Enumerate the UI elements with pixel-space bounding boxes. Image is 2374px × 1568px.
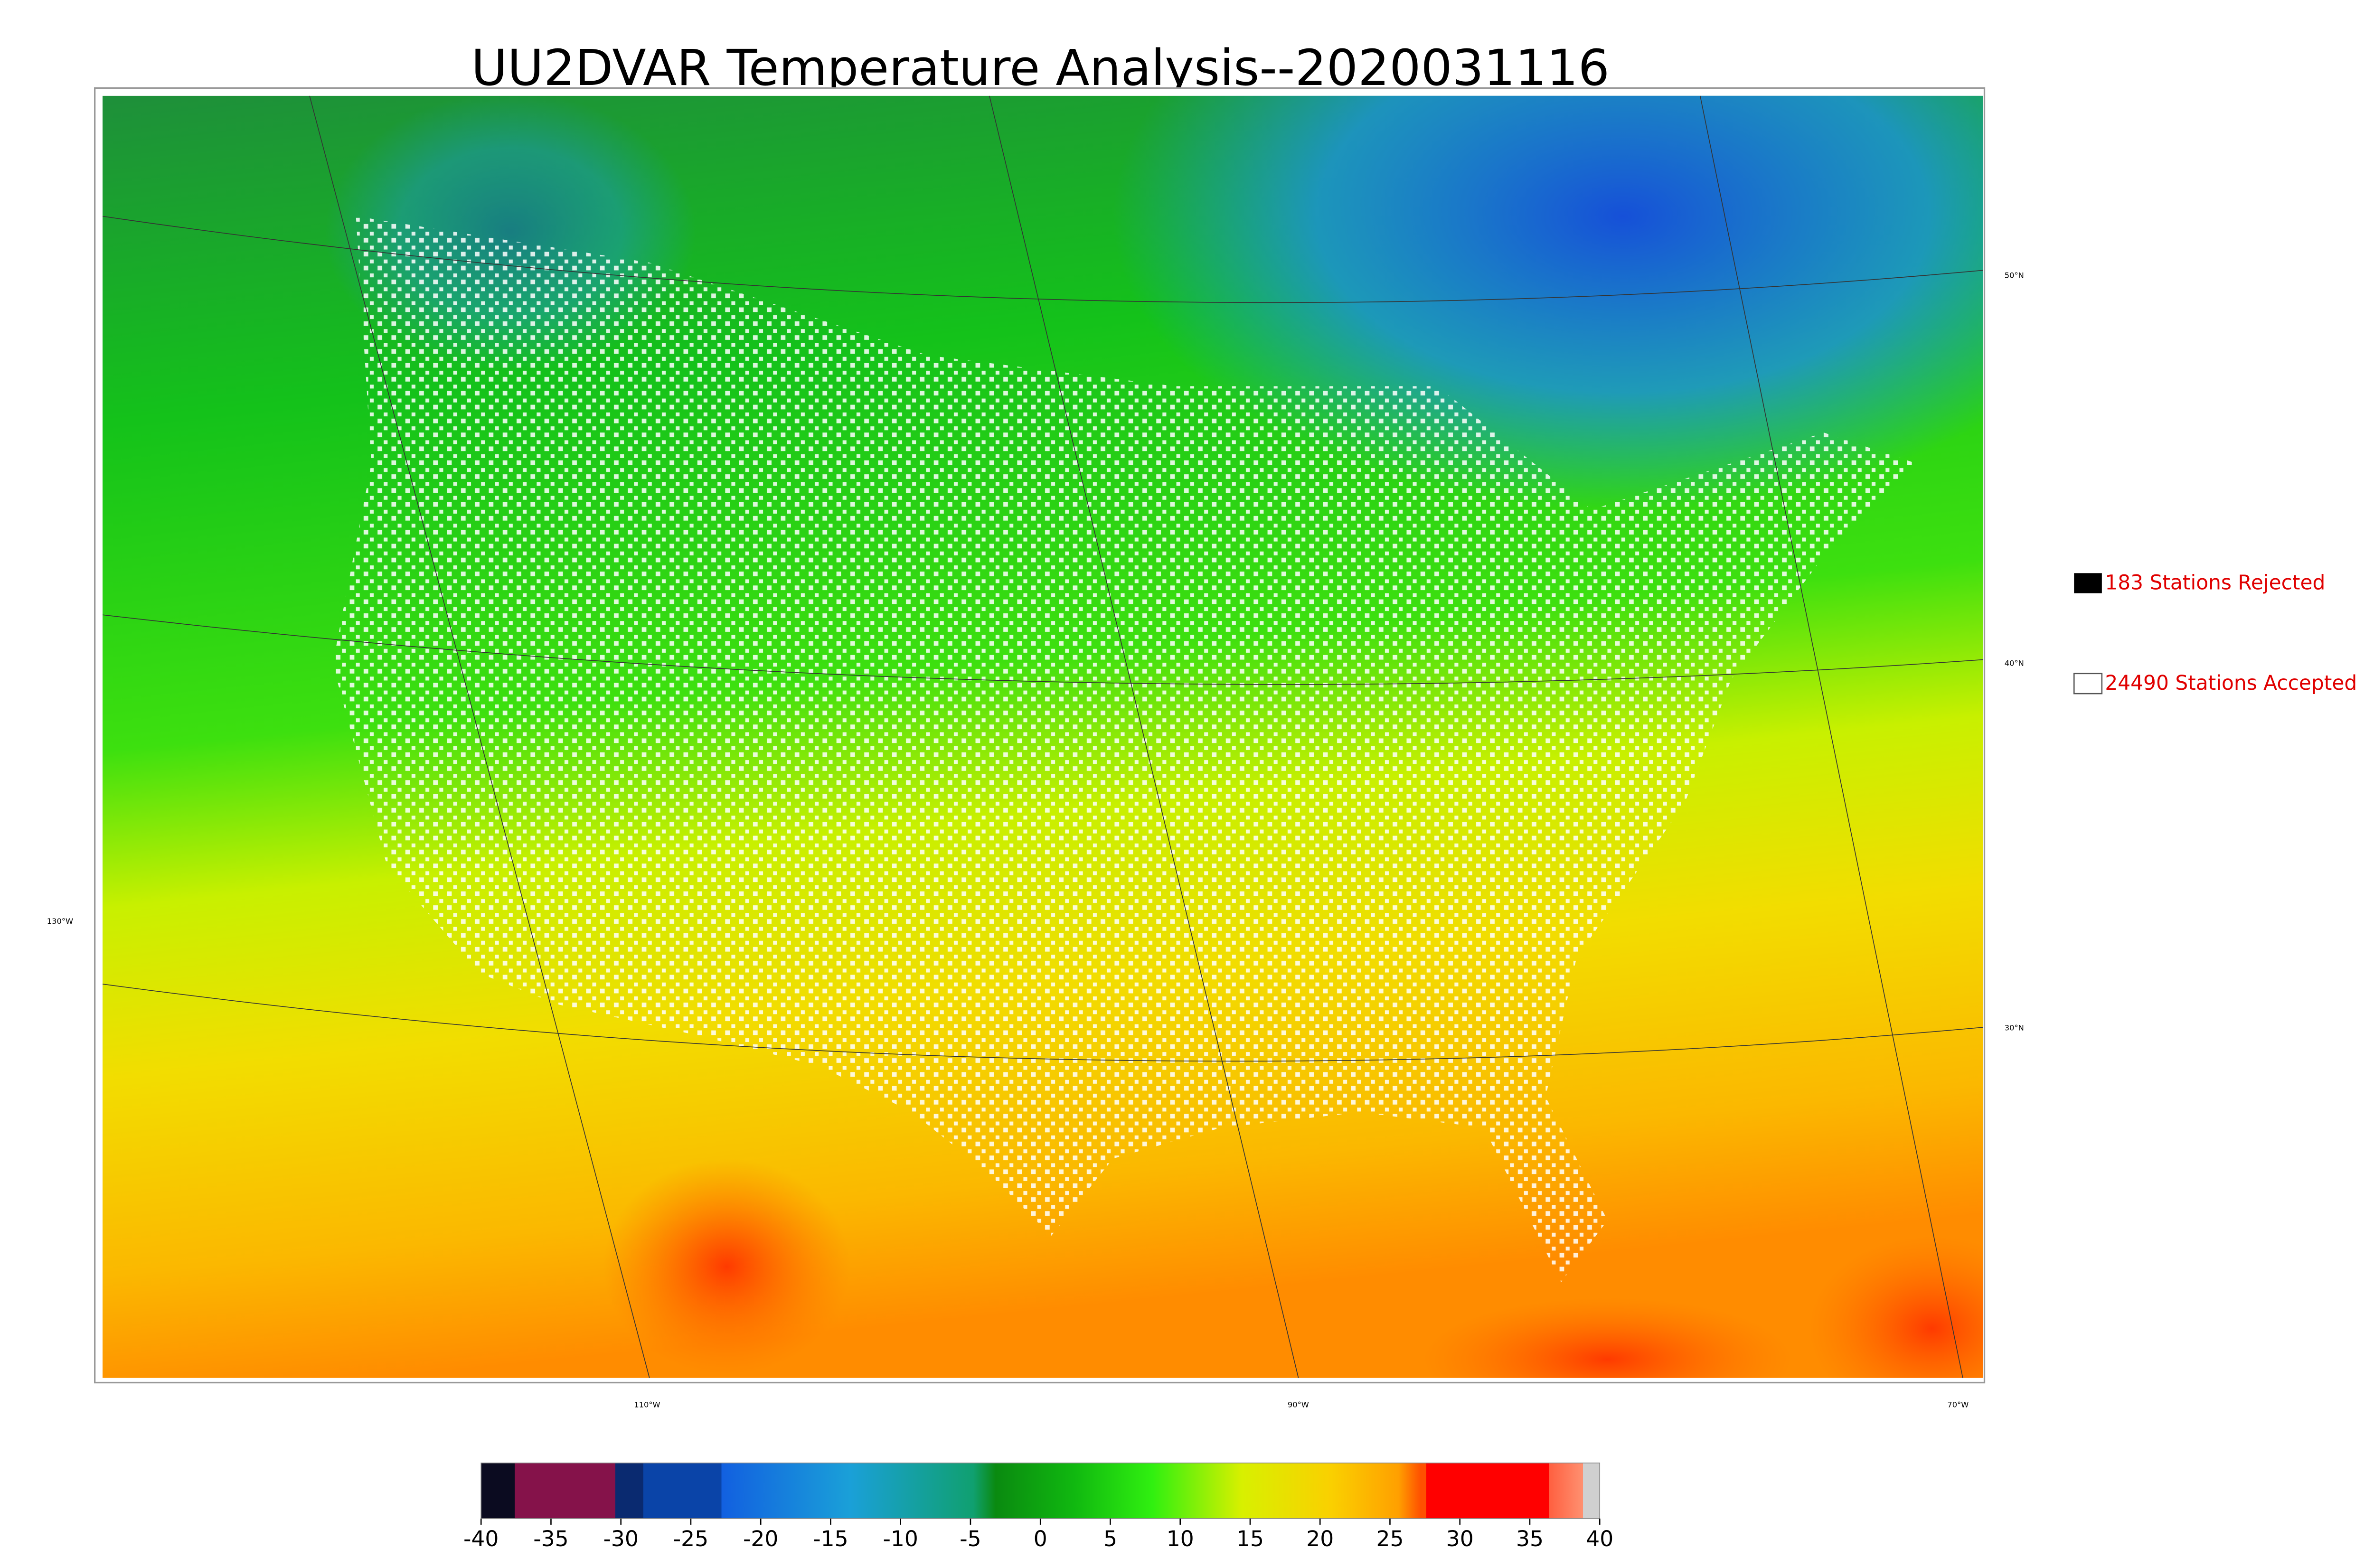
colorbar-tick-label: 30 [1446,1526,1474,1551]
colorbar-tick-label: -10 [883,1526,918,1551]
colorbar-tick-label: 20 [1306,1526,1334,1551]
colorbar-tick-label: 5 [1103,1526,1117,1551]
lon-label: 110°W [634,1400,660,1409]
colorbar-tick-label: 40 [1586,1526,1613,1551]
colorbar-tick-label: -35 [533,1526,568,1551]
colorbar-ticks: -40 -35 -30 -25 -20 -15 -10 -5 0 5 10 15 20 25 30 35 40 [463,1518,1613,1551]
colorbar-tick-label: -20 [743,1526,778,1551]
lon-label: 90°W [1288,1400,1309,1409]
colorbar-tick-label: 35 [1516,1526,1544,1551]
map [102,95,1983,1378]
lon-label: 130°W [47,917,73,926]
colorbar-tick-label: 0 [1034,1526,1047,1551]
colorbar-tick-label: 10 [1167,1526,1194,1551]
lat-label: 40°N [2005,659,2024,668]
colorbar-tick-label: -30 [603,1526,638,1551]
lon-label: 70°W [1947,1400,1969,1409]
colorbar-tick-label: -15 [813,1526,848,1551]
title: UU2DVAR Temperature Analysis--2020031116 [471,39,1610,97]
lat-label: 50°N [2005,271,2024,280]
station-markers [332,216,1917,1282]
hot-region [1422,1297,1793,1378]
hot-region [603,1158,850,1375]
colorbar-tick-label: -5 [960,1526,981,1551]
legend-label: 183 Stations Rejected [2105,571,2325,594]
colorbar [480,1462,1601,1519]
colorbar-tick-label: 15 [1236,1526,1264,1551]
graticule [102,95,1983,1378]
legend-label: 24490 Stations Accepted [2105,671,2357,695]
graticule-labels: 50°N 40°N 30°N 130°W 110°W 90°W 70°W [47,271,2024,1409]
colorbar-tick-label: 25 [1376,1526,1404,1551]
lat-label: 30°N [2005,1023,2024,1033]
rejected-swatch [2074,573,2102,593]
hot-region [1808,1236,1983,1378]
colorbar-tick-label: -25 [673,1526,708,1551]
accepted-swatch [2073,673,2103,695]
colorbar-tick-label: -40 [463,1526,499,1551]
legend: 183 Stations Rejected 24490 Stations Acc… [2073,571,2357,695]
